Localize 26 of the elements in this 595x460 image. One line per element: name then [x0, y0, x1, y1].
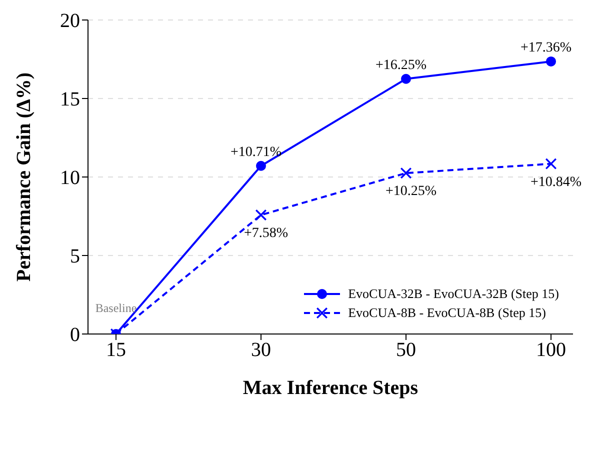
y-tick-label: 10 [60, 167, 80, 190]
x-tick-label: 50 [396, 339, 416, 362]
legend-label: EvoCUA-32B - EvoCUA-32B (Step 15) [348, 286, 559, 302]
data-label: +7.58% [244, 226, 288, 241]
y-axis-title: Performance Gain (Δ%) [13, 72, 36, 282]
x-axis-title: Max Inference Steps [242, 377, 418, 399]
y-tick-label: 5 [70, 246, 80, 268]
data-label: +17.36% [520, 40, 572, 56]
x-tick-label: 100 [536, 339, 566, 362]
y-tick-label: 0 [70, 324, 80, 346]
point [546, 56, 556, 66]
data-label: +10.84% [530, 174, 582, 190]
point [546, 158, 556, 170]
annotation: Baseline [95, 301, 137, 315]
legend-label: EvoCUA-8B - EvoCUA-8B (Step 15) [348, 305, 546, 321]
data-label: +10.71% [230, 144, 282, 160]
point [256, 209, 266, 220]
y-tick-label: 20 [60, 10, 80, 32]
data-label: +16.25% [375, 58, 427, 73]
y-tick-label: 15 [60, 88, 80, 111]
x-tick-label: 30 [251, 339, 271, 362]
x-tick-label: 15 [106, 339, 126, 362]
point [256, 160, 266, 171]
point [401, 74, 411, 84]
data-label: +10.25% [385, 184, 437, 200]
point [400, 168, 412, 179]
